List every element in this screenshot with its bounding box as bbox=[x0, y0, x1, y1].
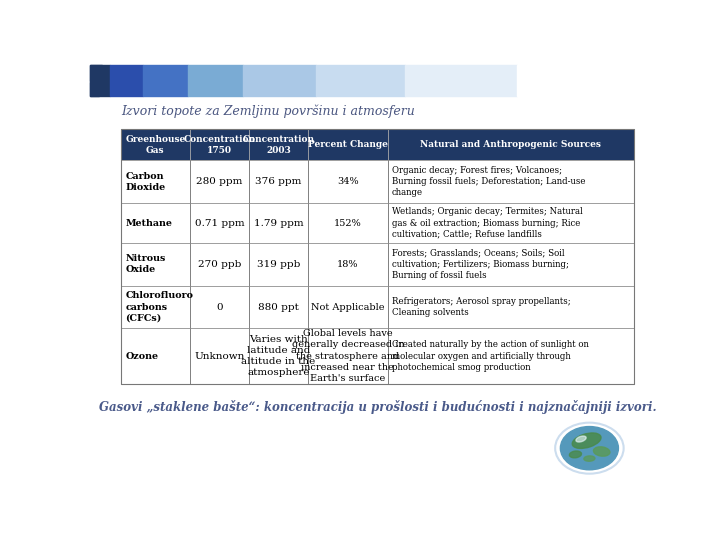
Bar bbox=[308, 129, 387, 160]
Text: 34%: 34% bbox=[337, 177, 359, 186]
Bar bbox=[249, 160, 308, 203]
Text: Unknown: Unknown bbox=[194, 352, 245, 361]
Text: Refrigerators; Aerosol spray propellants;
Cleaning solvents: Refrigerators; Aerosol spray propellants… bbox=[392, 297, 570, 317]
Bar bbox=[249, 328, 308, 384]
Text: Carbon
Dioxide: Carbon Dioxide bbox=[125, 172, 166, 192]
Bar bbox=[109, 65, 143, 96]
Bar bbox=[90, 65, 102, 80]
Bar bbox=[121, 243, 190, 286]
Bar bbox=[190, 286, 249, 328]
Bar bbox=[121, 328, 190, 384]
Text: 0: 0 bbox=[216, 302, 222, 312]
Bar bbox=[387, 328, 634, 384]
Text: Greenhouse
Gas: Greenhouse Gas bbox=[125, 135, 186, 155]
Text: Forests; Grasslands; Oceans; Soils; Soil
cultivation; Fertilizers; Biomass burni: Forests; Grasslands; Oceans; Soils; Soil… bbox=[392, 248, 569, 280]
Bar bbox=[143, 65, 188, 96]
Bar bbox=[517, 65, 648, 96]
Bar bbox=[190, 203, 249, 243]
Ellipse shape bbox=[570, 451, 582, 458]
Text: 270 ppb: 270 ppb bbox=[198, 260, 241, 269]
Ellipse shape bbox=[584, 456, 595, 461]
Circle shape bbox=[560, 427, 618, 470]
Text: Gasovi „staklene bašte“: koncentracija u prošlosti i budućnosti i najznačajniji : Gasovi „staklene bašte“: koncentracija u… bbox=[99, 400, 656, 414]
Bar bbox=[121, 203, 634, 243]
Text: Wetlands; Organic decay; Termites; Natural
gas & oil extraction; Biomass burning: Wetlands; Organic decay; Termites; Natur… bbox=[392, 207, 582, 239]
Bar bbox=[249, 203, 308, 243]
Bar bbox=[121, 286, 190, 328]
Bar bbox=[387, 286, 634, 328]
Text: Ozone: Ozone bbox=[125, 352, 158, 361]
Bar bbox=[121, 160, 190, 203]
Text: 1.79 ppm: 1.79 ppm bbox=[253, 219, 303, 227]
Bar bbox=[90, 82, 99, 96]
Bar bbox=[121, 203, 190, 243]
Bar bbox=[121, 129, 190, 160]
Text: Izvori topote za Zemljinu površinu i atmosferu: Izvori topote za Zemljinu površinu i atm… bbox=[121, 104, 415, 118]
Text: Varies with
latitude and
altitude in the
atmosphere: Varies with latitude and altitude in the… bbox=[241, 335, 315, 377]
Bar bbox=[121, 328, 634, 384]
Ellipse shape bbox=[593, 447, 610, 456]
Text: 319 ppb: 319 ppb bbox=[257, 260, 300, 269]
Text: Global levels have
generally decreased in
the stratosphere and
increased near th: Global levels have generally decreased i… bbox=[292, 329, 404, 383]
Bar bbox=[308, 160, 387, 203]
Text: 18%: 18% bbox=[337, 260, 359, 269]
Text: 152%: 152% bbox=[334, 219, 361, 227]
Text: 376 ppm: 376 ppm bbox=[256, 177, 302, 186]
Bar bbox=[405, 65, 517, 96]
Bar bbox=[121, 286, 634, 328]
Bar bbox=[387, 243, 634, 286]
Bar bbox=[90, 65, 109, 96]
Ellipse shape bbox=[572, 433, 601, 448]
Text: Percent Change: Percent Change bbox=[308, 140, 388, 150]
Bar bbox=[190, 160, 249, 203]
Bar bbox=[308, 286, 387, 328]
Text: Concentration
2003: Concentration 2003 bbox=[243, 135, 315, 155]
Bar bbox=[308, 243, 387, 286]
Bar bbox=[121, 129, 634, 384]
Text: 0.71 ppm: 0.71 ppm bbox=[194, 219, 244, 227]
Text: Natural and Anthropogenic Sources: Natural and Anthropogenic Sources bbox=[420, 140, 601, 150]
Text: Not Applicable: Not Applicable bbox=[311, 302, 384, 312]
Bar bbox=[249, 243, 308, 286]
Bar bbox=[121, 160, 634, 203]
Bar bbox=[190, 328, 249, 384]
Bar bbox=[249, 286, 308, 328]
Bar bbox=[387, 160, 634, 203]
Bar bbox=[188, 65, 243, 96]
Text: Chlorofluoro
carbons
(CFCs): Chlorofluoro carbons (CFCs) bbox=[125, 292, 193, 322]
Ellipse shape bbox=[576, 436, 586, 442]
Bar bbox=[308, 203, 387, 243]
Bar bbox=[387, 129, 634, 160]
Text: Concentration
1750: Concentration 1750 bbox=[184, 135, 256, 155]
Bar bbox=[121, 243, 634, 286]
Bar bbox=[316, 65, 405, 96]
Text: Created naturally by the action of sunlight on
molecular oxygen and artificially: Created naturally by the action of sunli… bbox=[392, 340, 588, 372]
Bar bbox=[243, 65, 316, 96]
Text: Methane: Methane bbox=[125, 219, 172, 227]
Text: Organic decay; Forest fires; Volcanoes;
Burning fossil fuels; Deforestation; Lan: Organic decay; Forest fires; Volcanoes; … bbox=[392, 166, 585, 198]
Bar bbox=[190, 129, 249, 160]
Text: 880 ppt: 880 ppt bbox=[258, 302, 299, 312]
Text: 280 ppm: 280 ppm bbox=[197, 177, 243, 186]
Bar bbox=[308, 328, 387, 384]
Text: Nitrous
Oxide: Nitrous Oxide bbox=[125, 254, 166, 274]
Bar bbox=[249, 129, 308, 160]
Bar bbox=[387, 203, 634, 243]
Bar bbox=[190, 243, 249, 286]
